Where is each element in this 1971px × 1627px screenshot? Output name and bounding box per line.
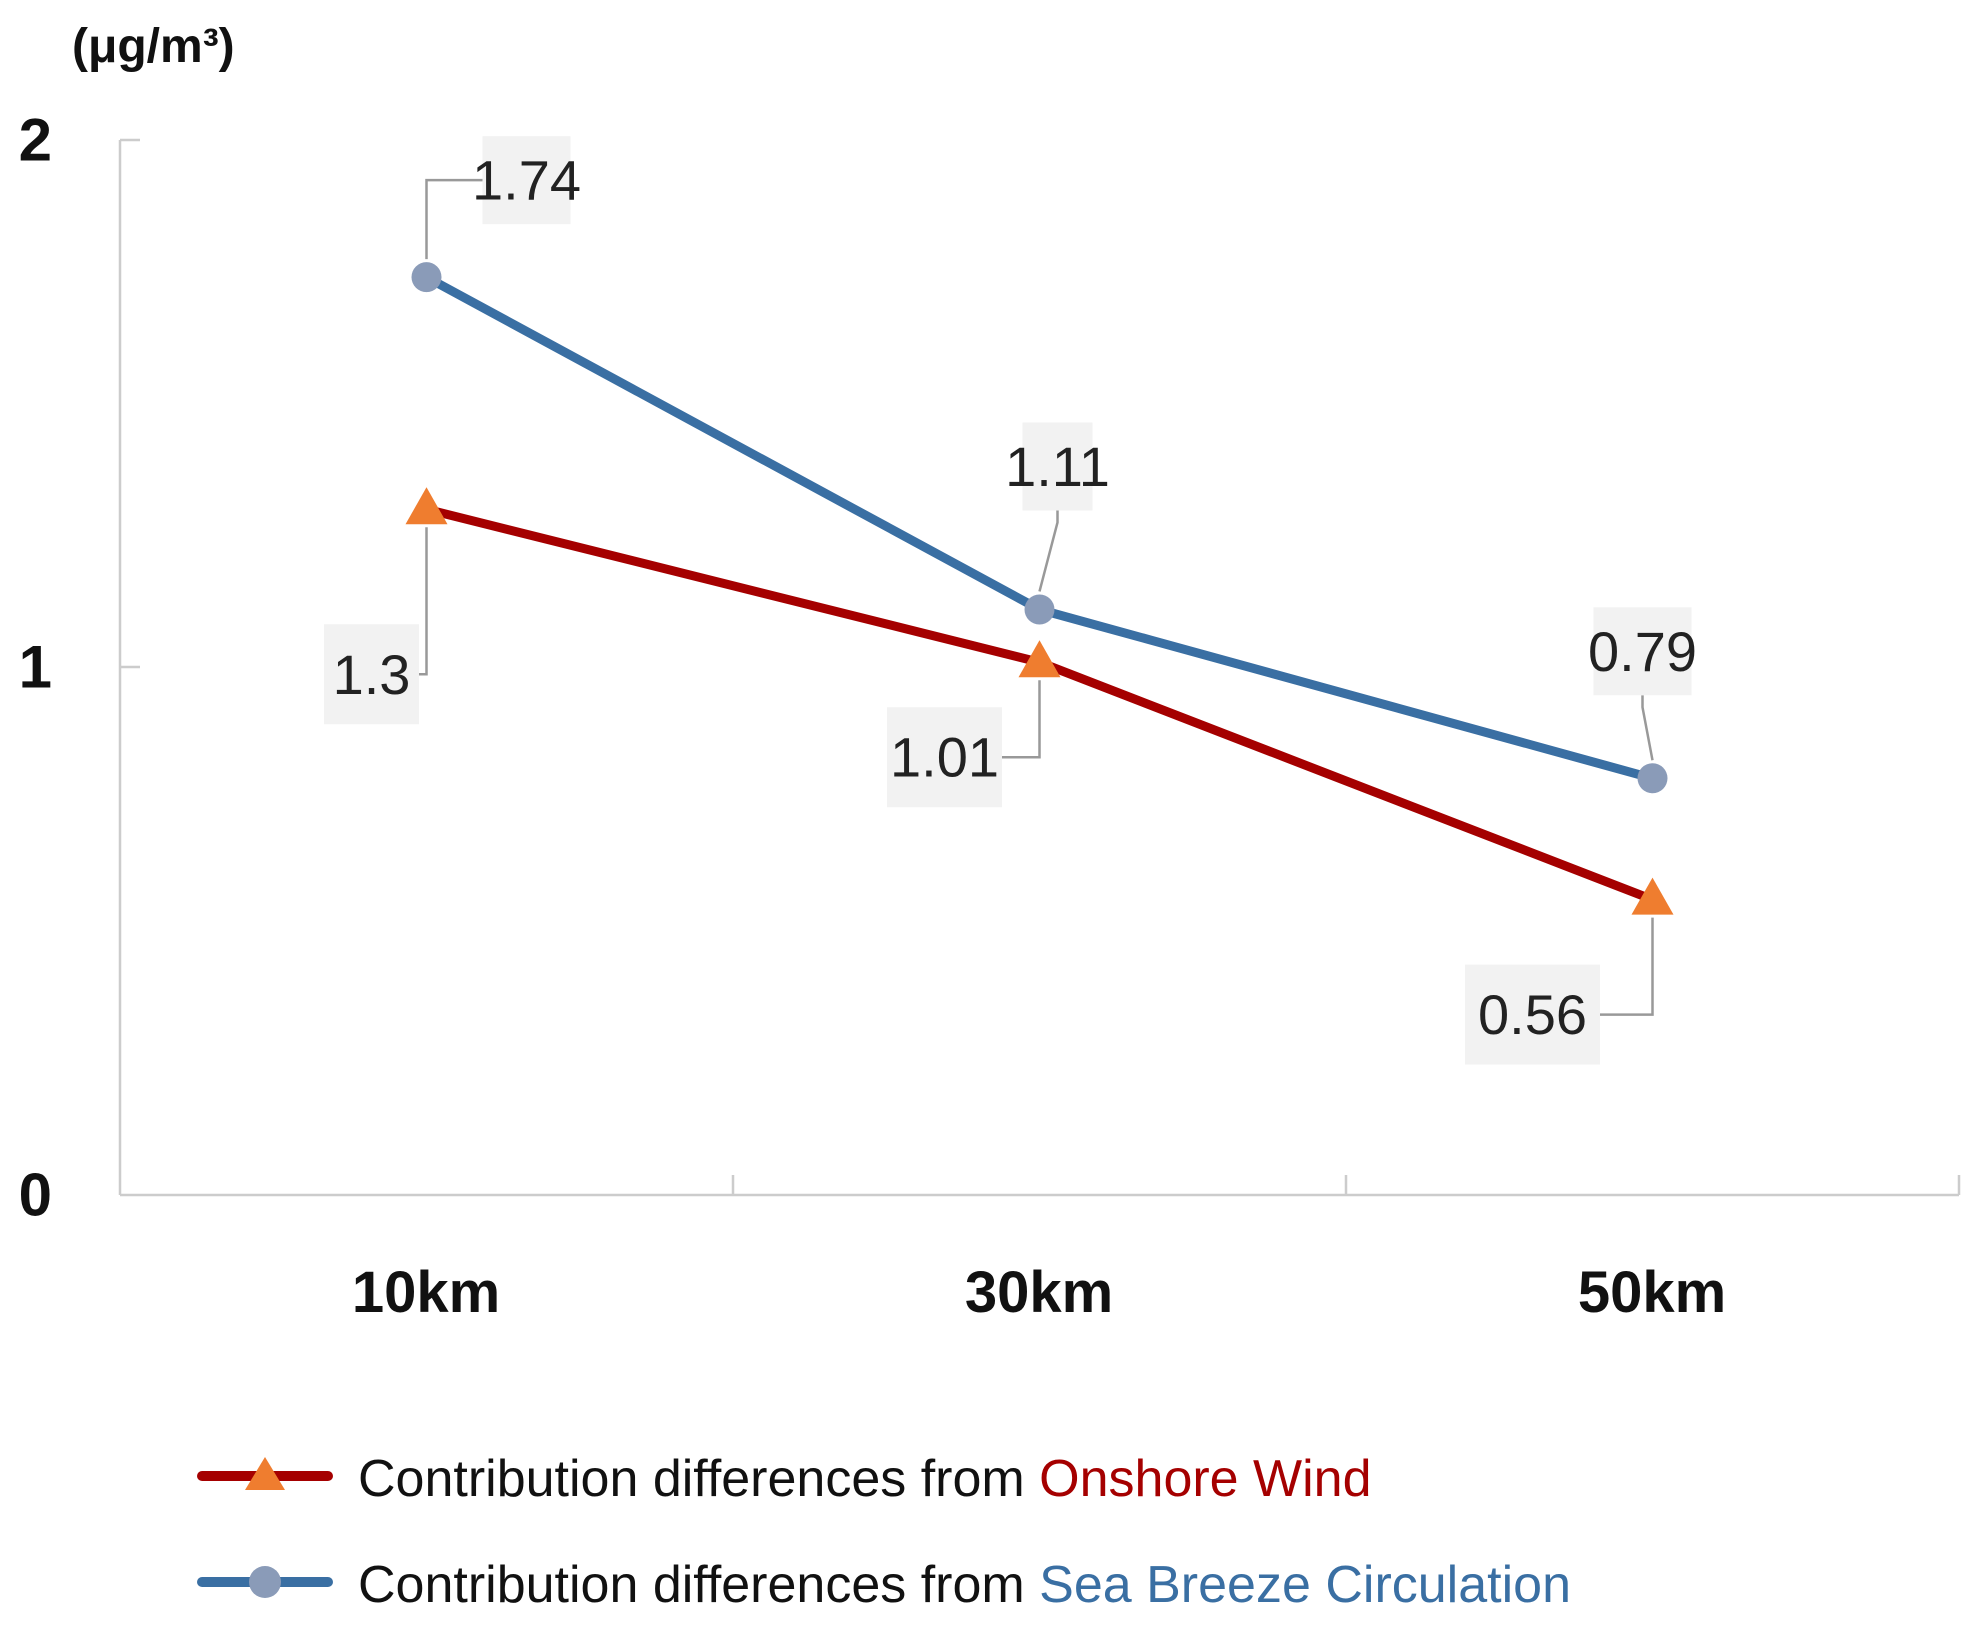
data-label-onshore-wind-10km: 1.3 (333, 643, 411, 706)
data-label-box-onshore-wind-10km (324, 624, 419, 725)
leader-line-onshore-wind-50km (1600, 917, 1654, 1016)
legend-prefix-sea-breeze: Contribution differences from (358, 1556, 1039, 1614)
marker-onshore-wind-10km (405, 487, 448, 525)
marker-sea-breeze-30km (1024, 594, 1055, 625)
legend-series-name-onshore-wind: Onshore Wind (1039, 1450, 1371, 1508)
marker-sea-breeze-50km (1637, 763, 1668, 794)
data-label-sea-breeze-30km: 1.11 (1005, 435, 1110, 498)
y-tick-label-1: 1 (19, 634, 52, 701)
legend-text-sea-breeze-circulation: Contribution differences from Sea Breeze… (358, 1556, 1571, 1614)
data-label-box-sea-breeze-10km (482, 136, 571, 225)
y-tick-label-2: 2 (19, 107, 52, 174)
legend-item-onshore-wind: Contribution differences from Onshore Wi… (197, 1450, 1372, 1508)
legend-item-sea-breeze-circulation: Contribution differences from Sea Breeze… (197, 1556, 1571, 1614)
legend-text-onshore-wind: Contribution differences from Onshore Wi… (358, 1450, 1372, 1508)
x-tick-label-10km: 10km (352, 1260, 500, 1325)
leader-line-sea-breeze-30km (1038, 510, 1059, 592)
legend-marker-triangle-icon (245, 1457, 285, 1490)
leader-line-sea-breeze-50km (1641, 695, 1654, 761)
y-unit-label: (μg/m³) (72, 20, 235, 73)
legend-marker-circle-icon (249, 1566, 281, 1598)
leader-line-sea-breeze-10km (425, 178, 483, 260)
leader-line-onshore-wind-30km (1002, 680, 1041, 759)
marker-sea-breeze-10km (411, 262, 442, 293)
data-label-sea-breeze-50km: 0.79 (1588, 620, 1697, 683)
data-label-box-onshore-wind-50km (1465, 964, 1600, 1065)
marker-onshore-wind-30km (1018, 640, 1061, 678)
data-label-onshore-wind-30km: 1.01 (890, 726, 999, 789)
data-label-box-sea-breeze-30km (1022, 422, 1093, 511)
y-tick-label-0: 0 (19, 1162, 52, 1229)
legend-prefix-onshore-wind: Contribution differences from (358, 1450, 1039, 1508)
legend: Contribution differences from Onshore Wi… (197, 1450, 1571, 1614)
data-label-box-sea-breeze-50km (1593, 607, 1692, 696)
x-tick-label-30km: 30km (965, 1260, 1113, 1325)
legend-series-name-sea-breeze-circulation: Sea Breeze Circulation (1039, 1556, 1571, 1614)
data-label-sea-breeze-10km: 1.74 (472, 149, 581, 212)
data-label-box-onshore-wind-30km (887, 707, 1002, 808)
data-label-onshore-wind-50km: 0.56 (1478, 983, 1587, 1046)
marker-onshore-wind-50km (1631, 877, 1674, 915)
x-tick-label-50km: 50km (1578, 1260, 1726, 1325)
leader-line-onshore-wind-10km (419, 527, 428, 676)
